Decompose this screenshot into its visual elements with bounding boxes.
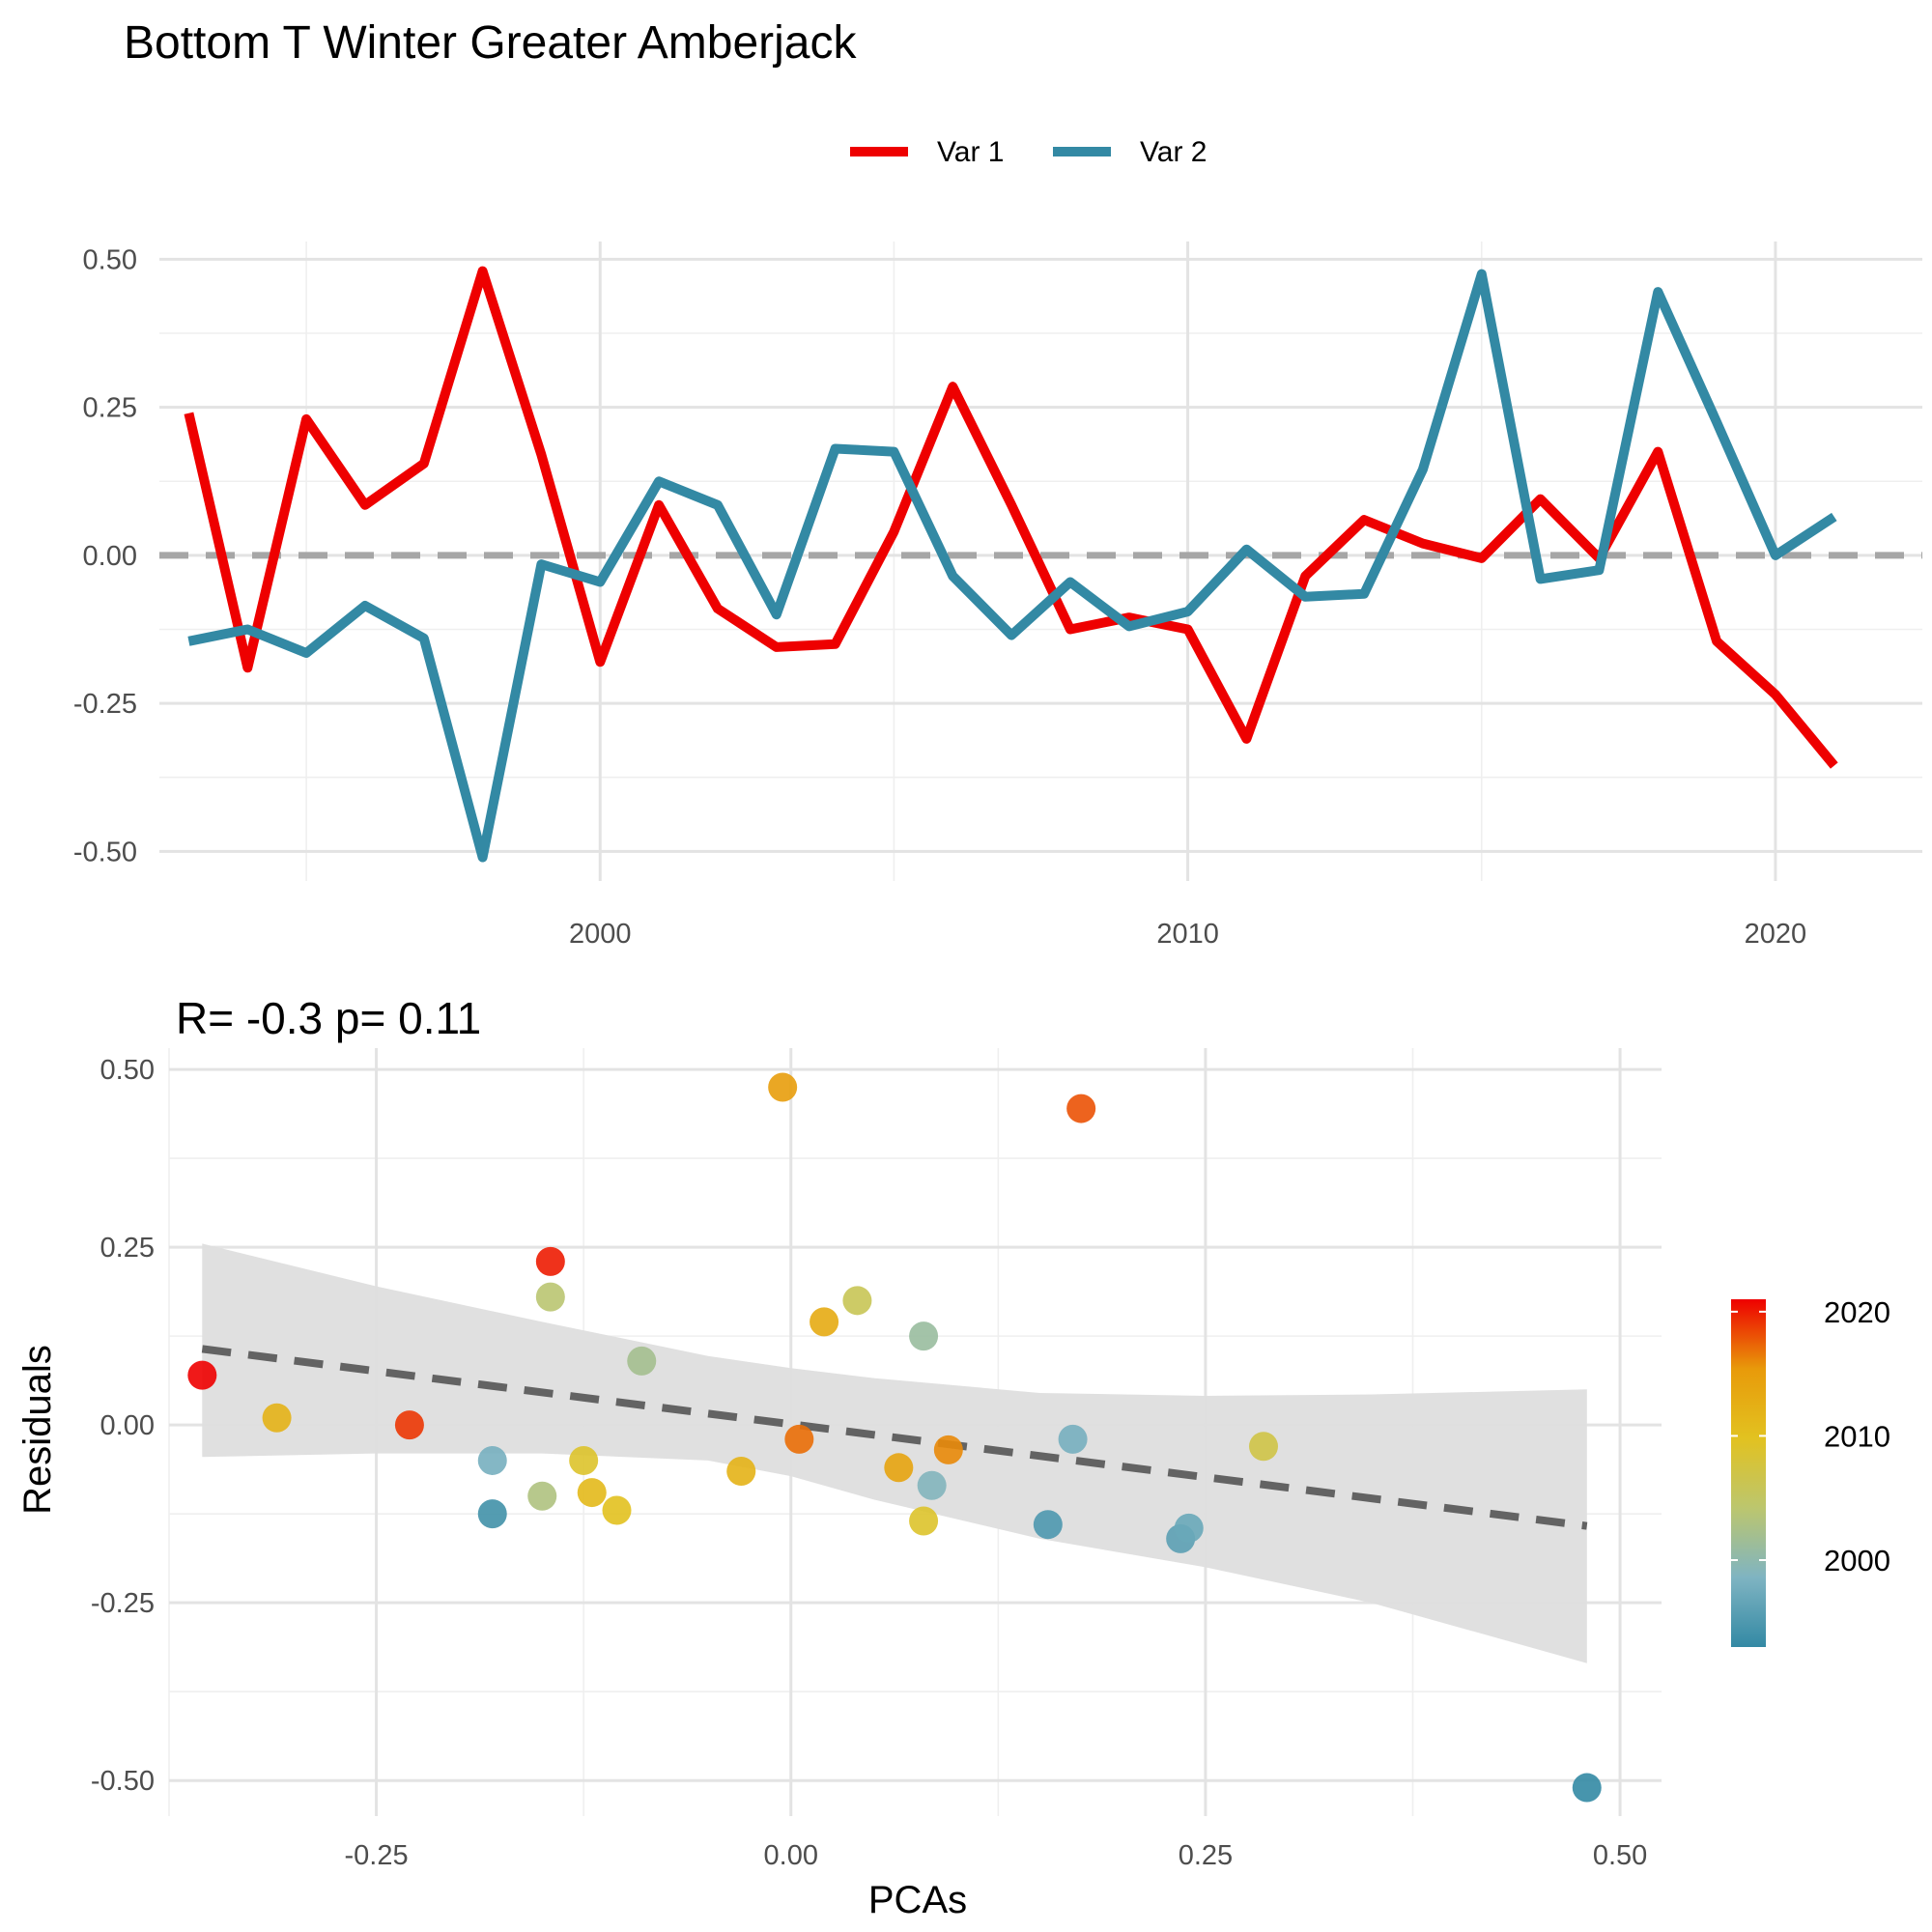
y-tick-label: 0.50 bbox=[100, 1055, 155, 1086]
x-tick-label: 2000 bbox=[569, 919, 632, 950]
x-tick-label: 0.50 bbox=[1593, 1840, 1647, 1871]
y-tick-label: -0.50 bbox=[91, 1766, 155, 1797]
scatter-point bbox=[726, 1456, 756, 1486]
scatter-point bbox=[535, 1282, 565, 1312]
x-tick-label: 2020 bbox=[1745, 919, 1807, 950]
legend-label-var-1: Var 1 bbox=[937, 136, 1004, 168]
confidence-ribbon bbox=[202, 1243, 1587, 1663]
scatter-point bbox=[1249, 1432, 1278, 1462]
color-scale-bar bbox=[1731, 1299, 1766, 1647]
scatter-point bbox=[1033, 1510, 1063, 1540]
scatter-point bbox=[1066, 1094, 1096, 1123]
figure-title: Bottom T Winter Greater Amberjack bbox=[124, 17, 857, 69]
x-axis-label: PCAs bbox=[868, 1879, 967, 1921]
time-series-panel: -0.50 -0.25 0.00 0.25 0.50 2000 2010 2020 bbox=[73, 242, 1922, 950]
trend-line bbox=[201, 1345, 1588, 1530]
y-tick-label: 0.50 bbox=[83, 244, 137, 275]
series-line-var-2 bbox=[187, 269, 1837, 863]
color-tick-label: 2000 bbox=[1824, 1544, 1890, 1577]
scatter-point bbox=[187, 1360, 217, 1390]
scatter-point bbox=[768, 1072, 798, 1102]
y-tick-label: -0.50 bbox=[73, 837, 137, 867]
color-tick-label: 2010 bbox=[1824, 1419, 1890, 1453]
time-series-lines bbox=[184, 266, 1838, 863]
scatter-tick-labels: -0.50 -0.25 0.00 0.25 0.50 -0.25 0.00 0.25 0.50 bbox=[91, 1055, 1647, 1871]
y-tick-label: 0.00 bbox=[100, 1410, 155, 1441]
scatter-point bbox=[627, 1346, 657, 1376]
scatter-point bbox=[1058, 1424, 1088, 1454]
x-tick-label: 0.25 bbox=[1179, 1840, 1233, 1871]
y-tick-label: 0.25 bbox=[83, 393, 137, 424]
x-tick-label: 0.00 bbox=[764, 1840, 818, 1871]
scatter-point bbox=[933, 1435, 963, 1464]
scatter-point bbox=[810, 1307, 839, 1337]
scatter-point bbox=[784, 1424, 814, 1454]
scatter-point bbox=[394, 1410, 424, 1440]
scatter-points bbox=[187, 1072, 1602, 1803]
confidence-band bbox=[202, 1243, 1587, 1663]
scatter-point bbox=[917, 1470, 947, 1500]
scatter-point bbox=[1174, 1513, 1204, 1543]
color-scale-legend: 2000 2010 2020 bbox=[1731, 1295, 1890, 1647]
scatter-point bbox=[909, 1506, 939, 1536]
scatter-point bbox=[602, 1495, 632, 1525]
y-tick-label: -0.25 bbox=[91, 1588, 155, 1619]
scatter-point bbox=[884, 1453, 914, 1483]
x-tick-label: -0.25 bbox=[345, 1840, 409, 1871]
scatter-point bbox=[262, 1403, 292, 1433]
color-tick-label: 2020 bbox=[1824, 1295, 1890, 1329]
time-series-tick-labels: -0.50 -0.25 0.00 0.25 0.50 2000 2010 2020 bbox=[73, 244, 1806, 950]
scatter-title: R= -0.3 p= 0.11 bbox=[176, 993, 481, 1043]
scatter-panel: R= -0.3 p= 0.11 -0.50-0.250.000.250.50-0… bbox=[16, 993, 1662, 1921]
x-tick-label: 2010 bbox=[1156, 919, 1219, 950]
scatter-point bbox=[1572, 1773, 1602, 1803]
y-axis-label: Residuals bbox=[16, 1345, 59, 1515]
scatter-point bbox=[909, 1321, 939, 1351]
legend: Var 1 Var 2 bbox=[850, 136, 1207, 168]
scatter-point bbox=[477, 1499, 507, 1529]
legend-label-var-2: Var 2 bbox=[1140, 136, 1207, 168]
scatter-point bbox=[577, 1478, 607, 1508]
scatter-point bbox=[477, 1445, 507, 1475]
y-tick-label: 0.25 bbox=[100, 1233, 155, 1264]
scatter-point bbox=[535, 1246, 565, 1276]
color-scale-ticks: 2000 2010 2020 bbox=[1731, 1295, 1890, 1577]
y-tick-label: 0.00 bbox=[83, 541, 137, 572]
series-line-var-1 bbox=[184, 266, 1838, 769]
scatter-point bbox=[527, 1481, 557, 1511]
y-tick-label: -0.25 bbox=[73, 689, 137, 720]
scatter-point bbox=[842, 1286, 872, 1316]
scatter-point bbox=[569, 1445, 599, 1475]
regression-line bbox=[201, 1345, 1588, 1530]
